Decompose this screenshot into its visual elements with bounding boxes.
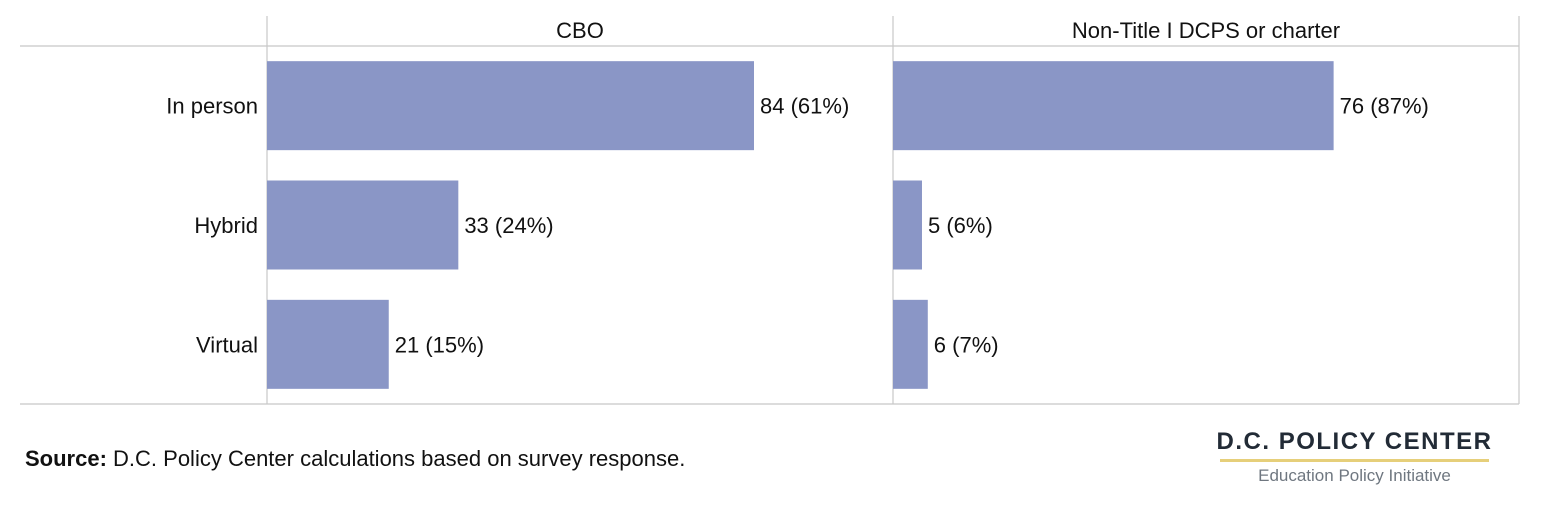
category-tick-label: Virtual	[196, 332, 258, 357]
bar-marks	[267, 61, 1334, 389]
bar	[267, 61, 754, 151]
dc-policy-center-logo: D.C. POLICY CENTER Education Policy Init…	[1212, 428, 1497, 486]
bar	[267, 299, 389, 389]
panel-title: Non-Title I DCPS or charter	[1072, 18, 1340, 43]
bar	[893, 180, 922, 270]
bar-data-label: 5 (6%)	[928, 213, 993, 238]
panel-titles: CBO Non-Title I DCPS or charter	[556, 18, 1340, 43]
category-tick-label: In person	[166, 94, 258, 119]
bar	[893, 61, 1334, 151]
logo-subtitle: Education Policy Initiative	[1258, 466, 1451, 485]
source-text: D.C. Policy Center calculations based on…	[106, 446, 686, 471]
bar	[267, 180, 459, 270]
bar-data-label: 84 (61%)	[760, 94, 849, 119]
category-tick-labels: In person Hybrid Virtual	[166, 94, 258, 358]
source-note: Source: D.C. Policy Center calculations …	[25, 446, 685, 472]
bar	[893, 299, 928, 389]
bar-data-label: 33 (24%)	[464, 213, 553, 238]
bar-data-label: 6 (7%)	[934, 332, 999, 357]
source-label: Source:	[25, 446, 107, 471]
bar-data-labels: 84 (61%) 33 (24%) 21 (15%) 76 (87%) 5 (6%) 6 …	[395, 94, 1429, 358]
logo-name: D.C. POLICY CENTER	[1216, 428, 1493, 455]
category-tick-label: Hybrid	[194, 213, 258, 238]
panel-title: CBO	[556, 18, 604, 43]
faceted-bar-chart: CBO Non-Title I DCPS or charter In person…	[20, 16, 1520, 405]
logo-rule	[1220, 459, 1489, 462]
bar-data-label: 76 (87%)	[1340, 94, 1429, 119]
bar-data-label: 21 (15%)	[395, 332, 484, 357]
